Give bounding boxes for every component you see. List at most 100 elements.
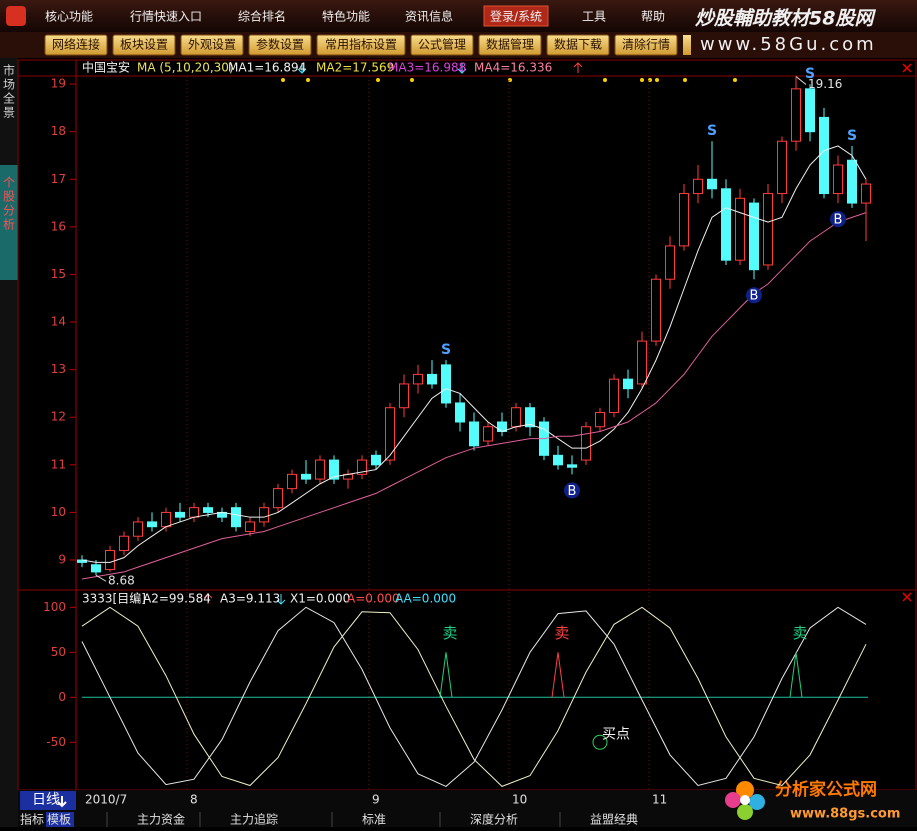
date-label: 11 [652, 793, 667, 807]
candle-body [399, 383, 409, 409]
sidebar-tab[interactable]: 全 [3, 91, 15, 106]
footer-tab[interactable]: 模板 [47, 813, 71, 827]
menu-item[interactable]: 帮助 [641, 10, 665, 24]
toolbar-button[interactable] [410, 34, 474, 56]
candle-body [119, 535, 129, 551]
candle-body [609, 378, 619, 413]
y-tick-label: 19 [51, 77, 66, 91]
candle-body [469, 421, 479, 447]
toolbar-button-label[interactable]: 板块设置 [120, 38, 168, 52]
indicator-readout: A3=9.113 [220, 592, 280, 606]
ma-line [81, 212, 867, 580]
footer-panel[interactable]: 主力资金 [137, 812, 185, 827]
ma-readout: MA3=16.988 [388, 61, 466, 75]
candle-body [189, 507, 199, 518]
menu-item[interactable]: 行情快速入口 [130, 10, 202, 24]
sidebar-active [0, 165, 18, 280]
ma-readout: MA1=16.894 [228, 61, 306, 75]
menu-item[interactable]: 综合排名 [238, 9, 286, 24]
sidebar-tab[interactable]: 析 [3, 218, 15, 232]
candle-body [147, 521, 157, 528]
footer-panel[interactable]: 主力追踪 [230, 812, 278, 827]
toolbar-button[interactable] [683, 35, 691, 55]
peak-leader [95, 574, 107, 582]
toolbar-button[interactable] [248, 34, 312, 56]
sidebar-tab[interactable]: 景 [3, 106, 15, 120]
toolbar-button-label[interactable]: 外观设置 [188, 38, 236, 52]
watermark-title: 分析家公式网 [775, 779, 877, 800]
toolbar-button[interactable] [112, 34, 176, 56]
candle-body [483, 426, 493, 442]
candle-body [651, 278, 661, 342]
y-tick-label: 10 [51, 505, 66, 519]
candle-body [693, 178, 703, 195]
toolbar-button-label[interactable]: 数据下载 [554, 37, 602, 52]
watermark-title: 炒股輔助教材58股网 [695, 8, 876, 30]
candle-body [455, 402, 465, 423]
toolbar-button[interactable] [180, 34, 244, 56]
candle-body [329, 459, 339, 480]
footer-tab[interactable]: 指标 [20, 812, 44, 827]
sell-signal: S [805, 66, 815, 82]
peak-label: 19.16 [808, 77, 842, 91]
y-tick-label: 18 [51, 124, 66, 138]
menu-item[interactable]: 核心功能 [45, 10, 93, 24]
buy-signal: B [834, 213, 843, 228]
toolbar-button[interactable] [316, 34, 406, 56]
sell-signal: S [441, 342, 451, 358]
footer-panel[interactable]: 益盟经典 [590, 813, 638, 827]
sidebar-tab[interactable]: 分 [3, 204, 15, 218]
y-tick-label: 100 [43, 600, 66, 614]
candle-body [567, 464, 577, 468]
ma-line [81, 145, 867, 563]
spike [551, 652, 565, 698]
candle-body [301, 473, 311, 480]
menu-item[interactable]: 特色功能 [322, 9, 370, 24]
watermark-url: www.88gs.com [790, 807, 900, 822]
sell-signal: S [847, 128, 857, 144]
peak-leader [795, 76, 807, 85]
candle-body [749, 202, 759, 271]
toolbar-button-label[interactable]: 清除行情 [622, 37, 670, 52]
candle-body [581, 426, 591, 461]
y-tick-label: -50 [46, 735, 66, 749]
footer-panel[interactable]: 标准 [362, 813, 386, 827]
toolbar-button[interactable] [478, 34, 542, 56]
candle-body [175, 511, 185, 518]
spike-label: 卖 [442, 624, 457, 642]
candle-body [833, 164, 843, 195]
toolbar-button-label[interactable]: 参数设置 [256, 37, 304, 52]
toolbar-button[interactable] [546, 34, 610, 56]
candle-body [805, 88, 815, 133]
candle-body [511, 407, 521, 428]
sidebar-tab[interactable]: 股 [3, 190, 15, 204]
period[interactable]: 日线 [32, 792, 60, 808]
date-label: 10 [512, 793, 527, 807]
toolbar-button[interactable] [44, 34, 108, 56]
ma-readout: MA4=16.336 [474, 61, 552, 75]
toolbar-button-label[interactable]: 网络连接 [52, 37, 100, 52]
menu-item[interactable]: 资讯信息 [405, 9, 453, 24]
sidebar-tab[interactable]: 场 [3, 78, 15, 92]
toolbar-button-label[interactable]: 数据管理 [486, 37, 534, 52]
indicator-panel [17, 589, 917, 791]
spike-label: 卖 [554, 624, 569, 642]
toolbar-button-label[interactable]: 常用指标设置 [325, 37, 397, 52]
tab-active[interactable] [46, 812, 74, 827]
y-tick-label: 15 [51, 267, 66, 281]
indicator-readout: A2=99.584 [143, 592, 211, 606]
toolbar-button[interactable] [614, 34, 678, 56]
menu-item[interactable]: 工具 [582, 10, 606, 24]
toolbar-button-label[interactable]: 公式管理 [418, 37, 466, 52]
sidebar-tab[interactable]: 市 [3, 63, 15, 78]
candle-body [861, 183, 871, 204]
menu-item[interactable]: 登录/系统 [490, 9, 542, 24]
candle-body [791, 88, 801, 142]
ma-readout: MA2=17.569 [316, 61, 394, 75]
candle-body [105, 549, 115, 571]
sidebar-tab[interactable]: 个 [3, 176, 15, 190]
footer-panel[interactable]: 深度分析 [470, 812, 518, 827]
candle-body [735, 197, 745, 261]
candle-body [371, 454, 381, 466]
